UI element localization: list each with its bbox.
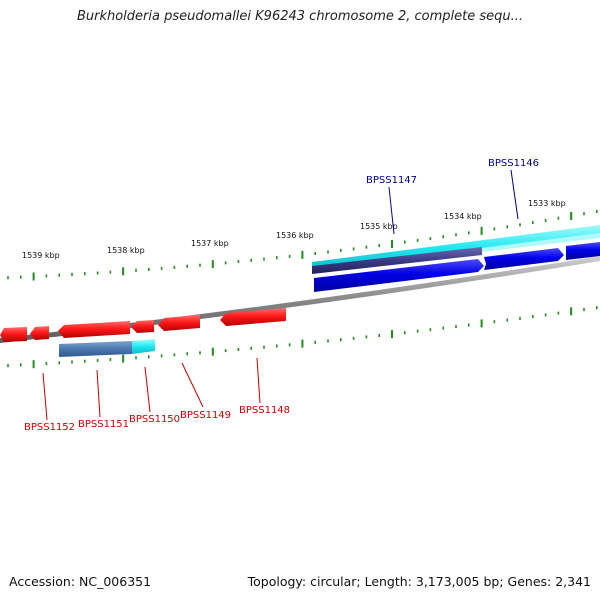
gene-arrow-reverse[interactable] (220, 308, 286, 326)
scale-label: 1538 kbp (107, 246, 145, 255)
cds-band-forward-light (482, 233, 600, 252)
gene-label-reverse[interactable]: BPSS1150 (129, 414, 180, 425)
gene-label-reverse[interactable]: BPSS1149 (180, 410, 231, 421)
topology-text: Topology: circular; Length: 3,173,005 bp… (247, 574, 591, 589)
outer-tick-marks (7, 209, 598, 281)
gene-label-leader (96, 369, 101, 418)
cds-band-reverse (59, 341, 132, 357)
scale-label: 1535 kbp (360, 222, 398, 231)
gene-arrow-reverse[interactable] (131, 320, 154, 333)
scale-label: 1533 kbp (528, 199, 566, 208)
gene-label-forward[interactable]: BPSS1146 (488, 158, 539, 169)
scale-label: 1537 kbp (191, 239, 229, 248)
gene-label-leader (510, 169, 519, 220)
gene-label-leader (388, 186, 395, 235)
cds-band-forward-dark (312, 247, 482, 274)
gene-label-reverse[interactable]: BPSS1148 (239, 405, 290, 416)
accession-text: Accession: NC_006351 (9, 574, 152, 589)
gene-label-leader (42, 372, 48, 421)
gene-arrow-reverse[interactable] (158, 315, 200, 331)
gene-label-leader (181, 362, 204, 408)
scale-label: 1536 kbp (276, 231, 314, 240)
cds-band-reverse-end (132, 339, 155, 354)
gene-arrow-forward[interactable] (566, 242, 600, 260)
gene-arrow-reverse[interactable] (58, 321, 130, 338)
gene-label-leader (144, 366, 151, 413)
gene-label-reverse[interactable]: BPSS1152 (24, 422, 75, 433)
gene-label-leader (256, 357, 261, 404)
gene-arrow-reverse[interactable] (0, 327, 27, 342)
gene-label-reverse[interactable]: BPSS1151 (78, 419, 129, 430)
gene-arrow-forward[interactable] (314, 259, 484, 292)
inner-tick-marks (7, 306, 598, 369)
map-title: Burkholderia pseudomallei K96243 chromos… (76, 9, 524, 24)
gene-label-forward[interactable]: BPSS1147 (366, 175, 417, 186)
scale-label: 1534 kbp (444, 212, 482, 221)
scale-label: 1539 kbp (22, 251, 60, 260)
gene-arrow-reverse[interactable] (30, 326, 49, 340)
gene-arrow-forward[interactable] (484, 248, 564, 270)
